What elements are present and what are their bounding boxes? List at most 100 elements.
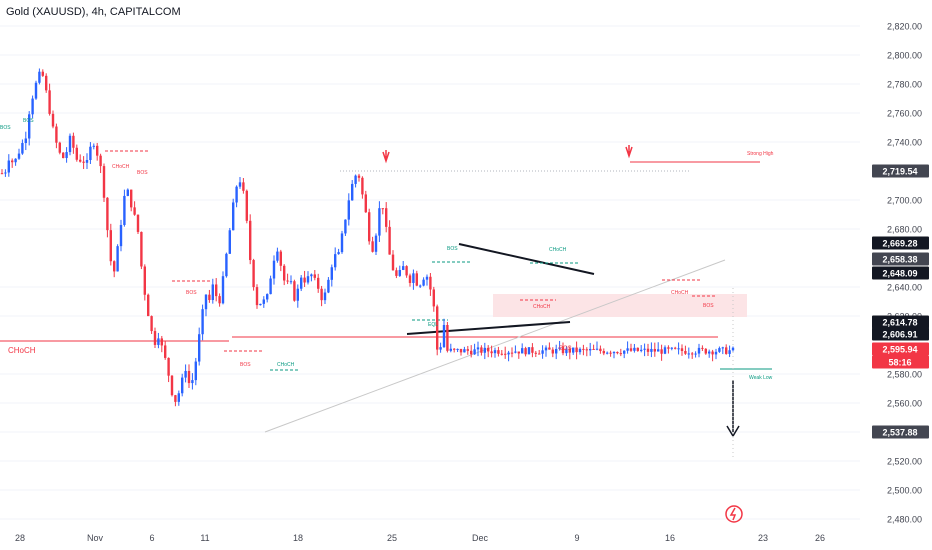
- candle-body: [633, 347, 636, 351]
- triangle-upper-line: [458, 243, 595, 275]
- x-tick-label: 26: [815, 533, 825, 543]
- candle-body: [623, 350, 626, 354]
- candle-body: [160, 338, 163, 346]
- candle-body: [198, 334, 201, 362]
- candle-body: [208, 294, 211, 301]
- candle-body: [24, 138, 27, 144]
- candle-body: [221, 276, 225, 304]
- candle-body: [68, 135, 72, 153]
- candle-body: [616, 351, 619, 354]
- annotation-label: CHoCH: [8, 346, 36, 355]
- candle-body: [38, 71, 41, 83]
- candle-body: [17, 153, 21, 159]
- candle-body: [123, 195, 126, 225]
- candle-body: [323, 292, 327, 301]
- candle-body: [334, 254, 337, 268]
- candle-body: [262, 299, 265, 304]
- candle-body: [306, 276, 310, 283]
- candle-body: [405, 266, 408, 276]
- candle-body: [21, 143, 24, 154]
- candle-body: [578, 348, 582, 353]
- price-label-bg: [872, 315, 929, 329]
- candle-body: [174, 395, 177, 402]
- annotation-label: Strong High: [747, 151, 774, 157]
- candle-body: [62, 152, 65, 159]
- candle-body: [425, 276, 429, 280]
- candle-body: [442, 324, 446, 348]
- candle-body: [320, 288, 323, 301]
- candle-body: [228, 230, 231, 254]
- chart-title: Gold (XAUUSD), 4h, CAPITALCOM: [6, 6, 181, 18]
- candle-body: [327, 279, 330, 293]
- candle-body: [357, 175, 361, 178]
- candle-body: [340, 233, 344, 253]
- arrow-down-icon: [625, 145, 633, 159]
- candle-body: [731, 347, 735, 351]
- candle-body: [657, 349, 660, 352]
- tv-logo-icon[interactable]: [725, 505, 743, 523]
- y-tick-label: 2,640.00: [887, 283, 922, 293]
- candle-body: [415, 273, 418, 286]
- supply-zone: [493, 294, 747, 317]
- candle-body: [619, 353, 622, 355]
- candle-body: [527, 347, 531, 355]
- annotation-label: BOS: [186, 290, 197, 296]
- annotation-label: BOS: [240, 362, 251, 368]
- candle-body: [541, 350, 544, 354]
- candle-body: [255, 287, 259, 306]
- y-tick-label: 2,740.00: [887, 138, 922, 148]
- annotation-label: Weak Low: [749, 375, 773, 381]
- candle-body: [558, 347, 561, 349]
- candle-body: [490, 351, 493, 354]
- candles: [0, 68, 735, 407]
- candle-body: [395, 270, 398, 276]
- candle-body: [697, 347, 701, 354]
- price-label-bg: [872, 164, 929, 178]
- candle-body: [680, 348, 684, 352]
- candle-body: [232, 202, 235, 231]
- candle-body: [572, 347, 575, 353]
- candle-body: [422, 279, 425, 286]
- y-tick-label: 2,560.00: [887, 399, 922, 409]
- candle-body: [725, 347, 728, 354]
- candle-body: [147, 294, 150, 317]
- price-label: 2,614.78: [882, 318, 917, 328]
- y-tick-label: 2,680.00: [887, 225, 922, 235]
- candle-body: [701, 347, 704, 349]
- candle-body: [602, 351, 605, 354]
- y-tick-label: 2,780.00: [887, 80, 922, 90]
- candle-body: [582, 348, 585, 350]
- candle-body: [119, 224, 123, 247]
- candle-body: [589, 348, 592, 351]
- candle-body: [381, 208, 384, 210]
- candle-body: [344, 219, 347, 234]
- candle-body: [300, 277, 303, 289]
- candle-body: [89, 146, 92, 160]
- y-tick-label: 2,700.00: [887, 196, 922, 206]
- x-tick-label: 9: [574, 533, 579, 543]
- candle-body: [55, 126, 58, 143]
- x-axis[interactable]: 28 Nov 6 11 18 25 Dec 9 16 23 26: [15, 533, 825, 543]
- x-tick-label: 28: [15, 533, 25, 543]
- candle-body: [238, 182, 242, 187]
- candle-body: [606, 352, 609, 354]
- candle-body: [524, 348, 527, 355]
- price-label: 58:16: [888, 358, 911, 368]
- candle-body: [436, 306, 439, 350]
- candle-body: [667, 347, 670, 349]
- candle-body: [92, 145, 95, 147]
- candle-body: [534, 352, 537, 354]
- y-tick-label: 2,760.00: [887, 109, 922, 119]
- candle-body: [585, 349, 588, 351]
- candle-body: [429, 276, 432, 290]
- candle-body: [133, 207, 136, 215]
- price-label: 2,719.54: [882, 167, 917, 177]
- candle-body: [466, 349, 469, 351]
- candle-body: [371, 241, 374, 252]
- candle-body: [82, 161, 85, 163]
- candle-body: [453, 348, 456, 350]
- candle-body: [419, 285, 422, 287]
- candle-body: [109, 230, 112, 262]
